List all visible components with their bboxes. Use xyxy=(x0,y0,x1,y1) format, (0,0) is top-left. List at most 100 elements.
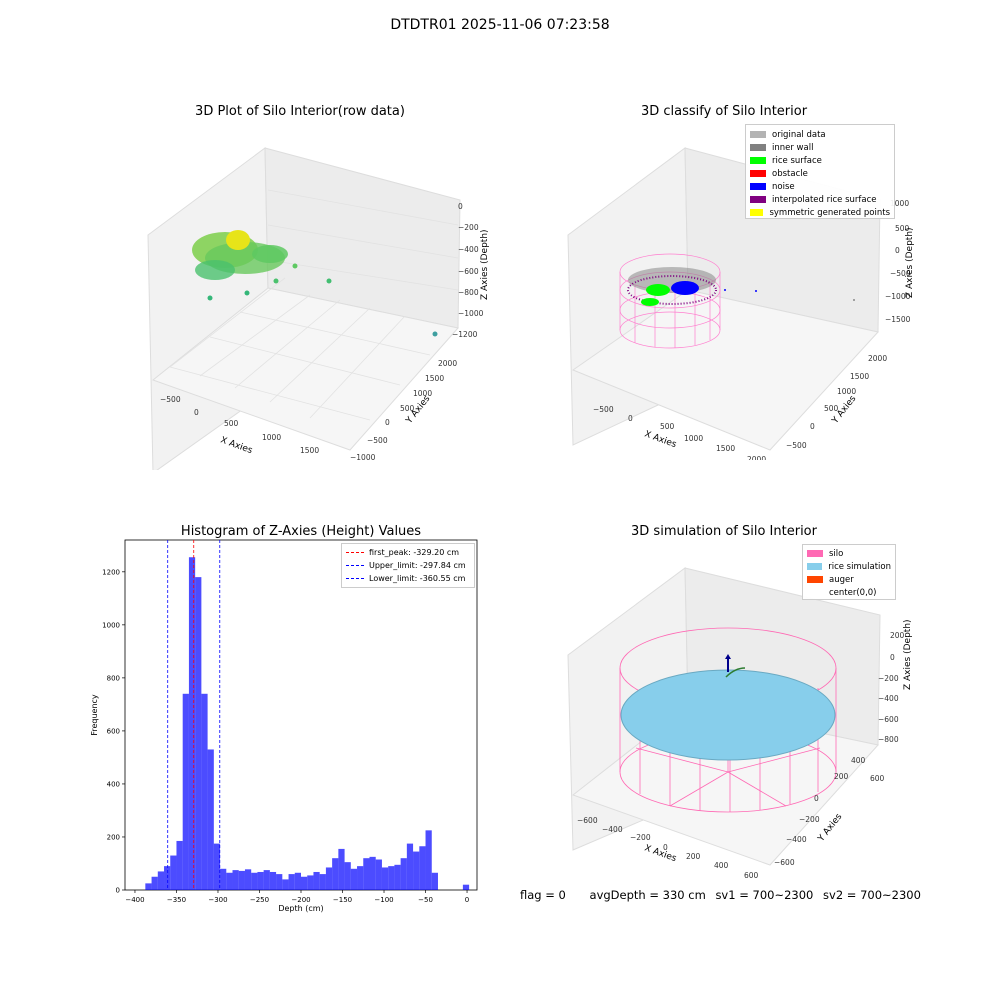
histogram-bar xyxy=(344,862,351,890)
histogram-bar xyxy=(431,872,438,890)
legend-label: first_peak: -329.20 cm xyxy=(369,548,460,557)
classify-xtick: 1500 xyxy=(716,444,735,453)
histogram-bar xyxy=(350,868,358,890)
simulation-3d-plot: −600 −400 −200 0 200 400 600 X Axies −60… xyxy=(567,567,913,880)
legend-label: rice surface xyxy=(772,155,822,166)
classify-panel-title: 3D classify of Silo Interior xyxy=(640,104,808,119)
histogram-xtick-label: −400 xyxy=(125,896,144,904)
histogram-ytick-label: 400 xyxy=(107,780,120,788)
classify-noise-point xyxy=(724,289,726,291)
classify-ytick: −500 xyxy=(786,441,807,450)
legend-swatch xyxy=(346,578,364,579)
histogram-bar xyxy=(170,855,177,890)
legend-swatch xyxy=(346,552,364,553)
histogram-bar xyxy=(294,872,301,890)
legend-label: obstacle xyxy=(772,168,808,179)
legend-swatch xyxy=(750,131,766,138)
classify-xlabel: X Axies xyxy=(643,429,678,450)
histogram-legend: first_peak: -329.20 cm Upper_limit: -297.… xyxy=(341,543,475,588)
raw-ztick-labels: 0 −200 −400 −600 −800 −1000 −1200 xyxy=(452,202,484,339)
histogram-bar xyxy=(288,874,295,890)
histogram-xtick-label: −150 xyxy=(333,896,352,904)
legend-swatch xyxy=(807,576,823,583)
raw-ztick: −400 xyxy=(458,245,479,254)
legend-label: Lower_limit: -360.55 cm xyxy=(369,574,466,583)
histogram-bar xyxy=(369,856,376,890)
legend-label: silo xyxy=(829,548,844,559)
legend-item: rice simulation xyxy=(807,560,891,573)
histogram-frame xyxy=(124,539,478,891)
simulation-zlabel: Z Axies (Depth) xyxy=(903,619,913,690)
raw-ztick: 0 xyxy=(458,202,463,211)
classify-rice-surface xyxy=(641,298,659,306)
histogram-bar xyxy=(151,876,158,890)
classify-xtick: −500 xyxy=(593,405,614,414)
legend-swatch xyxy=(750,209,764,216)
histogram-bar xyxy=(226,872,233,890)
legend-item: Lower_limit: -360.55 cm xyxy=(346,572,470,585)
simulation-xtick-labels: −600 −400 −200 0 200 400 600 xyxy=(577,816,759,880)
simulation-auger xyxy=(725,667,746,678)
histogram-bar xyxy=(313,871,320,890)
histogram-bar xyxy=(276,874,283,890)
simulation-panel-title: 3D simulation of Silo Interior xyxy=(631,524,817,539)
simulation-xtick: 400 xyxy=(714,861,729,870)
histogram-bar xyxy=(195,577,202,890)
histogram-bar xyxy=(207,749,214,890)
raw-ytick: 500 xyxy=(400,404,415,413)
histogram-xtick-label: −200 xyxy=(291,896,310,904)
histogram-xtick-label: −250 xyxy=(250,896,269,904)
classify-ztick: −500 xyxy=(890,269,911,278)
raw-panel-title: 3D Plot of Silo Interior(row data) xyxy=(195,104,405,119)
histogram-bar xyxy=(188,557,196,890)
raw-gridlines xyxy=(169,189,459,421)
raw-xtick: 500 xyxy=(224,419,239,428)
raw-xtick: 1500 xyxy=(300,446,319,455)
simulation-xtick: 0 xyxy=(663,843,668,852)
legend-swatch xyxy=(750,170,766,177)
legend-label: noise xyxy=(772,181,795,192)
histogram-threshold-lines xyxy=(167,540,221,890)
simulation-xtick: −200 xyxy=(630,833,651,842)
simulation-ztick-labels: 200 0 −200 −400 −600 −800 xyxy=(878,631,905,744)
simulation-ztick: 0 xyxy=(890,653,895,662)
raw-ytick: −500 xyxy=(367,436,388,445)
simulation-ztick: −600 xyxy=(878,715,899,724)
raw-ytick-labels: −1000 −500 0 500 1000 1500 2000 xyxy=(350,359,457,462)
histogram-bar xyxy=(406,843,414,890)
legend-item: first_peak: -329.20 cm xyxy=(346,546,470,559)
histogram-xtick-label: −100 xyxy=(374,896,393,904)
raw-point-cloud xyxy=(192,230,438,337)
legend-swatch xyxy=(807,550,823,557)
classify-ytick: 1000 xyxy=(837,387,856,396)
histogram-ytick-label: 600 xyxy=(107,727,120,735)
histogram-bar xyxy=(220,868,227,890)
simulation-ytick: 200 xyxy=(834,772,849,781)
raw-ztick: −1000 xyxy=(458,309,484,318)
classify-rice-surface xyxy=(646,284,670,296)
histogram-ytick-label: 800 xyxy=(107,674,120,682)
raw-ztick: −800 xyxy=(458,288,479,297)
classify-floor-pane xyxy=(571,289,879,451)
histogram-bar xyxy=(176,840,183,890)
histogram-bar xyxy=(263,870,270,890)
simulation-ytick: 0 xyxy=(814,794,819,803)
histogram-title: Histogram of Z-Axies (Height) Values xyxy=(180,524,422,539)
classify-xtick: 0 xyxy=(628,414,633,423)
legend-swatch xyxy=(750,183,766,190)
classify-xtick: 1000 xyxy=(684,434,703,443)
raw-xtick: −500 xyxy=(160,395,181,404)
sv2-text: sv2 = 700~2300 xyxy=(823,888,921,902)
histogram-bar xyxy=(244,869,252,890)
classify-ztick: −1000 xyxy=(885,292,911,301)
raw-zlabel: Z Axies (Depth) xyxy=(480,229,490,300)
simulation-ztick: −200 xyxy=(878,674,899,683)
simulation-ztick: −800 xyxy=(878,735,899,744)
simulation-ztick: −400 xyxy=(878,694,899,703)
classify-legend: original data inner wall rice surface obsta… xyxy=(745,124,895,219)
raw-ytick: 1000 xyxy=(413,389,432,398)
legend-swatch xyxy=(807,589,823,596)
legend-swatch xyxy=(346,565,364,566)
histogram-bar xyxy=(400,858,407,890)
classify-3d-plot: −500 0 500 1000 1500 2000 X Axies −500 0… xyxy=(567,147,915,460)
